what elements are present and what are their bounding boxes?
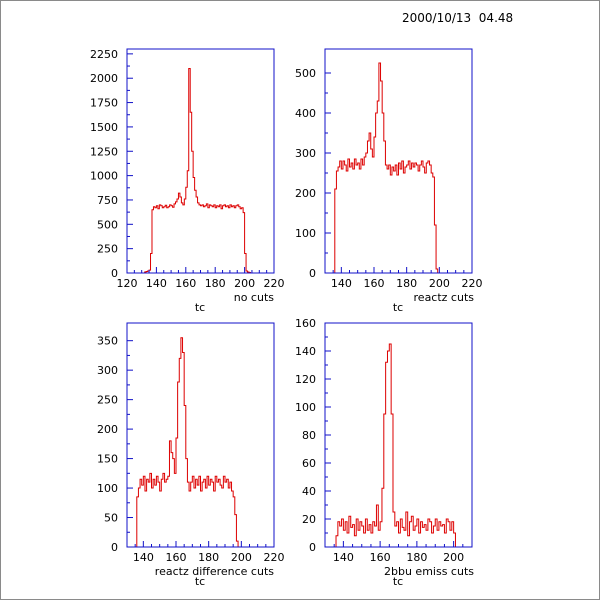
x-tick-label: 160 bbox=[364, 277, 385, 290]
y-tick-label: 200 bbox=[97, 423, 118, 436]
y-tick-label: 50 bbox=[104, 512, 118, 525]
x-tick-label: 160 bbox=[166, 551, 187, 564]
x-axis-label: tc bbox=[393, 301, 403, 314]
y-tick-label: 1000 bbox=[90, 170, 118, 183]
histogram-series bbox=[144, 67, 251, 274]
y-tick-label: 120 bbox=[295, 373, 316, 386]
y-tick-label: 40 bbox=[302, 485, 316, 498]
axes-frame bbox=[324, 48, 473, 274]
y-tick-label: 300 bbox=[295, 147, 316, 160]
y-tick-label: 2250 bbox=[90, 48, 118, 61]
y-tick-label: 200 bbox=[295, 187, 316, 200]
histogram-panel-1: 0 250 500 750 1000 1250 1500 1750 2000 2250 120 140… bbox=[90, 48, 285, 314]
panel-label: 2bbu emiss cuts bbox=[384, 565, 474, 578]
x-tick-label: 140 bbox=[333, 551, 354, 564]
y-tick-label: 500 bbox=[295, 67, 316, 80]
y-tick-label: 1500 bbox=[90, 121, 118, 134]
axes-frame bbox=[324, 322, 473, 548]
y-tick-label: 140 bbox=[295, 345, 316, 358]
y-tick-label: 100 bbox=[97, 482, 118, 495]
x-tick-label: 200 bbox=[443, 551, 464, 564]
axes-frame bbox=[126, 48, 275, 274]
y-tick-label: 100 bbox=[295, 227, 316, 240]
y-tick-label: 20 bbox=[302, 513, 316, 526]
y-tick-label: 80 bbox=[302, 429, 316, 442]
x-tick-label: 180 bbox=[396, 277, 417, 290]
x-tick-label: 140 bbox=[146, 277, 167, 290]
x-axis-label: tc bbox=[195, 575, 205, 588]
x-tick-label: 160 bbox=[370, 551, 391, 564]
timestamp: 2000/10/13 04.48 bbox=[402, 11, 514, 25]
y-tick-label: 300 bbox=[97, 364, 118, 377]
y-tick-label: 0 bbox=[309, 541, 316, 554]
y-tick-label: 160 bbox=[295, 317, 316, 330]
y-tick-label: 0 bbox=[111, 267, 118, 280]
y-tick-label: 0 bbox=[309, 267, 316, 280]
x-tick-label: 180 bbox=[205, 277, 226, 290]
x-tick-label: 200 bbox=[234, 277, 255, 290]
x-tick-label: 220 bbox=[462, 277, 483, 290]
x-tick-label: 140 bbox=[133, 551, 154, 564]
x-tick-label: 160 bbox=[175, 277, 196, 290]
histogram-series bbox=[330, 343, 469, 548]
y-tick-label: 350 bbox=[97, 335, 118, 348]
histogram-panel-3: 0 50 100 150 200 250 300 350 140 160 180 200 220reac… bbox=[97, 322, 285, 588]
y-tick-label: 500 bbox=[97, 218, 118, 231]
x-tick-label: 200 bbox=[231, 551, 252, 564]
y-tick-label: 60 bbox=[302, 457, 316, 470]
axes-frame bbox=[126, 322, 275, 548]
x-axis-label: tc bbox=[195, 301, 205, 314]
x-tick-label: 180 bbox=[198, 551, 219, 564]
x-tick-label: 120 bbox=[117, 277, 138, 290]
y-tick-label: 1250 bbox=[90, 145, 118, 158]
x-axis-label: tc bbox=[393, 575, 403, 588]
y-tick-label: 150 bbox=[97, 453, 118, 466]
y-tick-label: 400 bbox=[295, 107, 316, 120]
panel-label: no cuts bbox=[234, 291, 275, 304]
panel-label: reactz cuts bbox=[414, 291, 475, 304]
y-tick-label: 1750 bbox=[90, 97, 118, 110]
x-tick-label: 200 bbox=[429, 277, 450, 290]
x-tick-label: 220 bbox=[264, 551, 285, 564]
y-tick-label: 0 bbox=[111, 541, 118, 554]
x-tick-label: 140 bbox=[331, 277, 352, 290]
y-tick-label: 2000 bbox=[90, 72, 118, 85]
panel-label: reactz difference cuts bbox=[155, 565, 274, 578]
x-tick-label: 180 bbox=[406, 551, 427, 564]
y-tick-label: 750 bbox=[97, 194, 118, 207]
x-tick-label: 220 bbox=[264, 277, 285, 290]
y-tick-label: 250 bbox=[97, 394, 118, 407]
histogram-series bbox=[131, 337, 243, 548]
y-tick-label: 250 bbox=[97, 243, 118, 256]
histogram-series bbox=[329, 62, 441, 274]
y-tick-label: 100 bbox=[295, 401, 316, 414]
